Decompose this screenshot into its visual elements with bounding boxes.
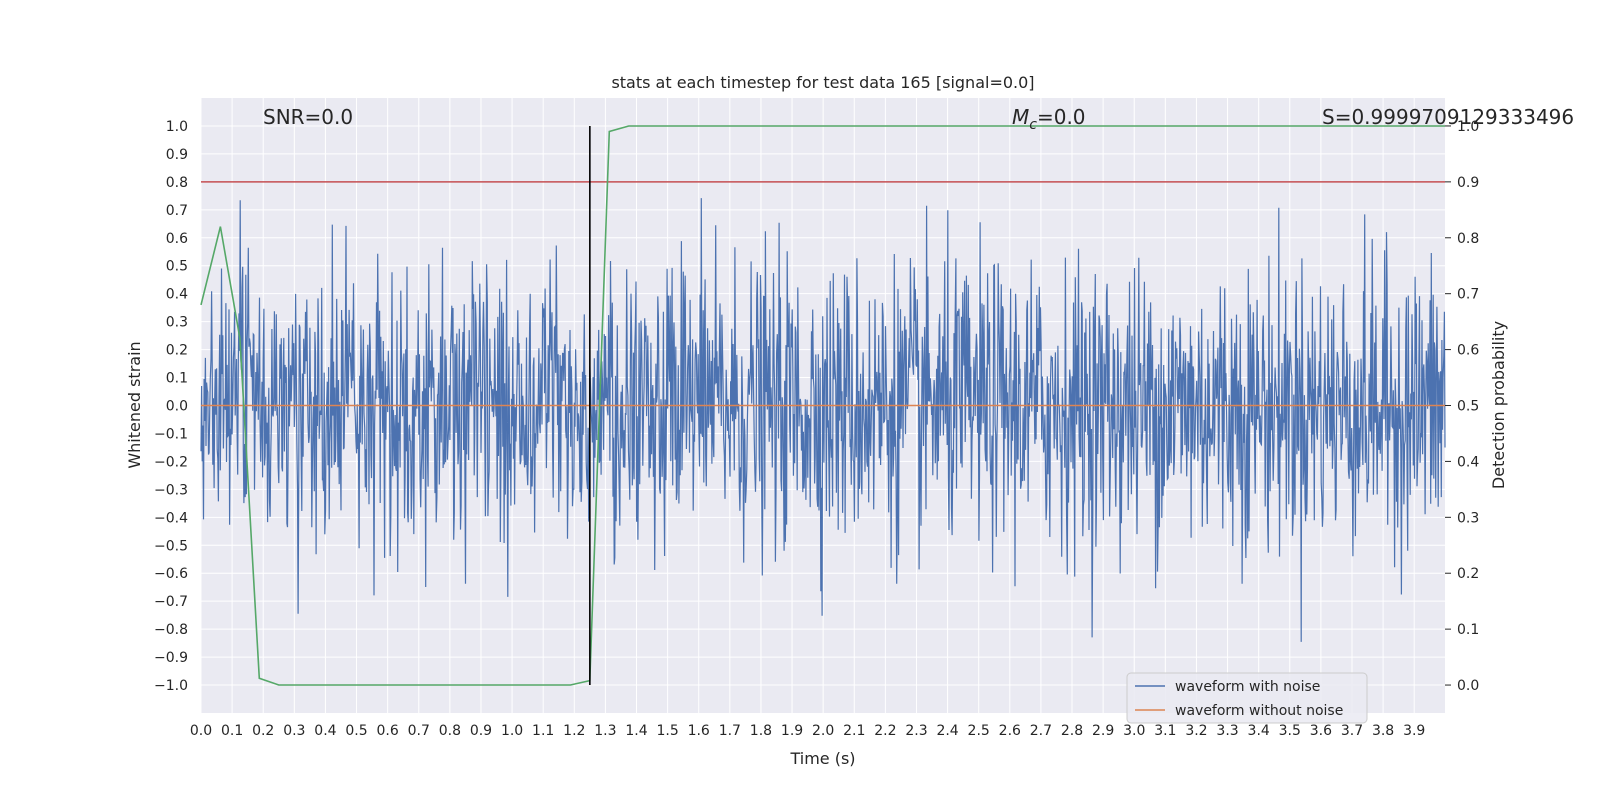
y2-tick-label: 0.9 [1457, 175, 1479, 191]
y-axis-label: Whitened strain [125, 341, 144, 468]
y2-tick-label: 0.7 [1457, 287, 1479, 303]
y-tick-label: −0.5 [154, 538, 188, 554]
y-axis-ticks: 1.0 0.9 0.8 0.7 0.6 0.5 0.4 0.3 0.2 0.1 0.0 −0.1 −0.… [154, 119, 188, 694]
y-tick-label: 0.1 [166, 371, 188, 387]
x-tick-label: 1.8 [750, 723, 772, 739]
x-tick-label: 1.7 [719, 723, 741, 739]
x-tick-label: 0.1 [221, 723, 243, 739]
y2-tick-label: 0.1 [1457, 622, 1479, 638]
x-tick-label: 3.0 [1123, 723, 1145, 739]
legend-label-clean: waveform without noise [1175, 703, 1343, 719]
y2-axis-ticks: 1.0 0.9 0.8 0.7 0.6 0.5 0.4 0.3 0.2 0.1 0.0 [1445, 119, 1479, 694]
x-tick-label: 3.9 [1403, 723, 1425, 739]
x-tick-label: 3.8 [1372, 723, 1394, 739]
x-tick-label: 2.1 [843, 723, 865, 739]
x-axis-label: Time (s) [789, 749, 855, 768]
x-tick-label: 3.2 [1185, 723, 1207, 739]
x-tick-label: 2.3 [905, 723, 927, 739]
x-tick-label: 0.9 [470, 723, 492, 739]
y-tick-label: −0.1 [154, 426, 188, 442]
y-tick-label: −0.7 [154, 594, 188, 610]
y-tick-label: −0.4 [154, 510, 188, 526]
mc-subscript: c [1029, 117, 1037, 133]
x-tick-label: 3.4 [1248, 723, 1270, 739]
y-tick-label: 0.9 [166, 147, 188, 163]
y-tick-label: −0.2 [154, 454, 188, 470]
y2-tick-label: 1.0 [1457, 119, 1479, 135]
x-tick-label: 0.6 [377, 723, 399, 739]
x-tick-label: 3.1 [1154, 723, 1176, 739]
y2-tick-label: 0.0 [1457, 678, 1479, 694]
x-tick-label: 3.7 [1341, 723, 1363, 739]
x-tick-label: 2.8 [1061, 723, 1083, 739]
y-tick-label: 0.5 [166, 259, 188, 275]
y-tick-label: −0.3 [154, 482, 188, 498]
y-tick-label: 0.7 [166, 203, 188, 219]
y-tick-label: 0.6 [166, 231, 188, 247]
chart-title: stats at each timestep for test data 165… [611, 73, 1034, 92]
x-tick-label: 1.3 [594, 723, 616, 739]
y-tick-label: 1.0 [166, 119, 188, 135]
y2-tick-label: 0.8 [1457, 231, 1479, 247]
x-tick-label: 1.6 [688, 723, 710, 739]
x-tick-label: 0.2 [252, 723, 274, 739]
x-tick-label: 0.4 [314, 723, 336, 739]
x-tick-label: 2.4 [936, 723, 958, 739]
x-axis-ticks: 0.0 0.1 0.2 0.3 0.4 0.5 0.6 0.7 0.8 0.9 1.0 1.1 1.2 1… [190, 723, 1425, 739]
y2-axis-label: Detection probability [1489, 321, 1508, 489]
x-tick-label: 0.0 [190, 723, 212, 739]
detection-probability-line [200, 125, 1445, 686]
x-tick-label: 3.3 [1216, 723, 1238, 739]
legend: waveform with noise waveform without noi… [1126, 672, 1368, 724]
y2-tick-label: 0.5 [1457, 399, 1479, 415]
y-tick-label: −0.9 [154, 650, 188, 666]
x-tick-label: 0.8 [439, 723, 461, 739]
x-tick-label: 2.5 [968, 723, 990, 739]
x-tick-label: 0.3 [283, 723, 305, 739]
x-tick-label: 2.7 [1030, 723, 1052, 739]
snr-annotation: SNR=0.0 [263, 105, 353, 129]
x-tick-label: 1.1 [532, 723, 554, 739]
mc-value: =0.0 [1037, 105, 1086, 129]
x-tick-label: 1.5 [656, 723, 678, 739]
x-tick-label: 1.4 [625, 723, 647, 739]
y2-tick-label: 0.4 [1457, 454, 1479, 470]
x-tick-label: 0.5 [345, 723, 367, 739]
x-tick-label: 2.2 [874, 723, 896, 739]
y2-tick-label: 0.3 [1457, 510, 1479, 526]
mc-annotation: Mc=0.0 [1012, 105, 1086, 133]
x-tick-label: 1.0 [501, 723, 523, 739]
legend-label-noise: waveform with noise [1175, 679, 1320, 695]
y-tick-label: 0.4 [166, 287, 188, 303]
y2-tick-label: 0.6 [1457, 343, 1479, 359]
y-tick-label: −0.8 [154, 622, 188, 638]
x-tick-label: 1.2 [563, 723, 585, 739]
x-tick-label: 3.6 [1310, 723, 1332, 739]
x-tick-label: 0.7 [408, 723, 430, 739]
x-tick-label: 2.9 [1092, 723, 1114, 739]
x-tick-label: 1.9 [781, 723, 803, 739]
s-annotation: S=0.9999709129333496 [1322, 105, 1574, 129]
y-tick-label: 0.0 [166, 399, 188, 415]
y-tick-label: −0.6 [154, 566, 188, 582]
y-tick-label: −1.0 [154, 678, 188, 694]
mc-symbol: M [1012, 105, 1029, 129]
y-tick-label: 0.2 [166, 343, 188, 359]
y2-tick-label: 0.2 [1457, 566, 1479, 582]
x-tick-label: 2.6 [999, 723, 1021, 739]
x-tick-label: 2.0 [812, 723, 834, 739]
y-tick-label: 0.3 [166, 315, 188, 331]
x-tick-label: 3.5 [1279, 723, 1301, 739]
legend-box [1126, 672, 1368, 724]
y-tick-label: 0.8 [166, 175, 188, 191]
